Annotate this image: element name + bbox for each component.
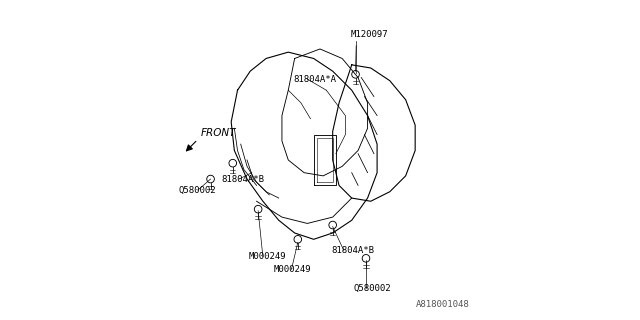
Text: Q580002: Q580002 — [179, 186, 216, 195]
Text: 81804A*B: 81804A*B — [331, 246, 374, 255]
Text: Q580002: Q580002 — [353, 284, 391, 293]
Text: M120097: M120097 — [350, 30, 388, 39]
Text: M000249: M000249 — [248, 252, 286, 261]
Text: 81804A*A: 81804A*A — [293, 75, 336, 84]
Text: 81804A*B: 81804A*B — [221, 174, 265, 184]
Text: M000249: M000249 — [274, 265, 312, 274]
Text: A818001048: A818001048 — [415, 300, 469, 309]
Text: FRONT: FRONT — [201, 128, 237, 138]
